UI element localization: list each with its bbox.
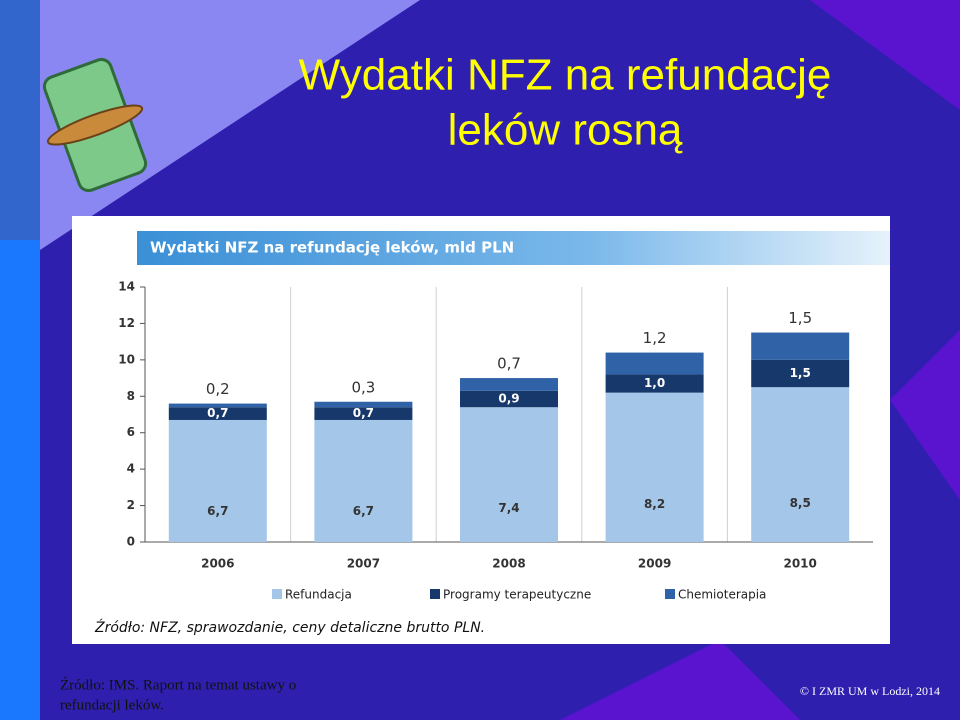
value-label: 6,7 <box>207 504 228 518</box>
x-tick-label: 2009 <box>638 557 671 571</box>
legend-swatch <box>430 589 440 599</box>
value-label: 6,7 <box>353 504 374 518</box>
bar-segment <box>751 332 850 360</box>
bar-segment <box>751 387 850 542</box>
copyright: © I ZMR UM w Lodzi, 2014 <box>800 684 940 698</box>
value-label: 0,7 <box>207 406 228 420</box>
value-label: 0,7 <box>497 355 521 373</box>
chart-note: Źródło: NFZ, sprawozdanie, ceny detalicz… <box>94 618 485 636</box>
value-label: 1,0 <box>644 376 665 390</box>
money-icon <box>42 57 148 193</box>
bar-segment <box>168 419 267 542</box>
x-tick-label: 2008 <box>492 557 525 571</box>
bar-segment <box>314 401 413 408</box>
bg-shape <box>40 0 420 250</box>
legend-label: Chemioterapia <box>678 588 766 602</box>
y-tick-label: 10 <box>118 352 135 366</box>
value-label: 0,7 <box>353 406 374 420</box>
source: Źródło: IMS. Raport na temat ustawy o <box>60 676 296 693</box>
bar-segment <box>168 403 267 408</box>
bg-shape <box>660 0 960 110</box>
slide-title: Wydatki NFZ na refundację <box>299 51 832 100</box>
bar-segment <box>605 392 704 542</box>
value-label: 0,2 <box>206 380 230 398</box>
bar-segment <box>460 390 558 408</box>
x-tick-label: 2007 <box>347 557 380 571</box>
value-label: 1,5 <box>790 366 811 380</box>
legend-swatch <box>272 589 282 599</box>
slide-title: leków rosną <box>448 106 683 155</box>
value-label: 1,2 <box>643 329 667 347</box>
value-label: 7,4 <box>498 501 519 515</box>
chart-title: Wydatki NFZ na refundację leków, mld PLN <box>150 239 514 257</box>
y-tick-label: 6 <box>127 425 135 439</box>
bar-segment <box>314 419 413 542</box>
legend-label: Refundacja <box>285 588 352 602</box>
y-tick-label: 12 <box>118 316 135 330</box>
bar-segment <box>605 352 704 375</box>
bar-segment <box>168 407 267 420</box>
legend-swatch <box>665 589 675 599</box>
bar-segment <box>314 407 413 420</box>
y-tick-label: 14 <box>118 280 135 294</box>
source: refundacji leków. <box>60 697 164 713</box>
x-tick-label: 2010 <box>783 557 816 571</box>
bar-segment <box>605 374 704 393</box>
chart-header <box>137 231 890 265</box>
bar-segment <box>460 407 558 542</box>
x-tick-label: 2006 <box>201 557 234 571</box>
value-label: 8,2 <box>644 497 665 511</box>
side-strip <box>0 240 40 720</box>
y-tick-label: 4 <box>127 462 135 476</box>
value-label: 8,5 <box>790 496 811 510</box>
y-tick-label: 2 <box>127 498 135 512</box>
bar-segment <box>751 359 850 388</box>
value-label: 0,9 <box>498 392 519 406</box>
y-tick-label: 0 <box>127 535 135 549</box>
value-label: 1,5 <box>788 309 812 327</box>
bar-segment <box>460 378 558 391</box>
value-label: 0,3 <box>351 378 375 396</box>
side-strip <box>0 0 40 240</box>
bg-shape <box>890 330 960 500</box>
y-tick-label: 8 <box>127 389 135 403</box>
legend-label: Programy terapeutyczne <box>443 588 591 602</box>
bg-shape <box>560 640 800 720</box>
